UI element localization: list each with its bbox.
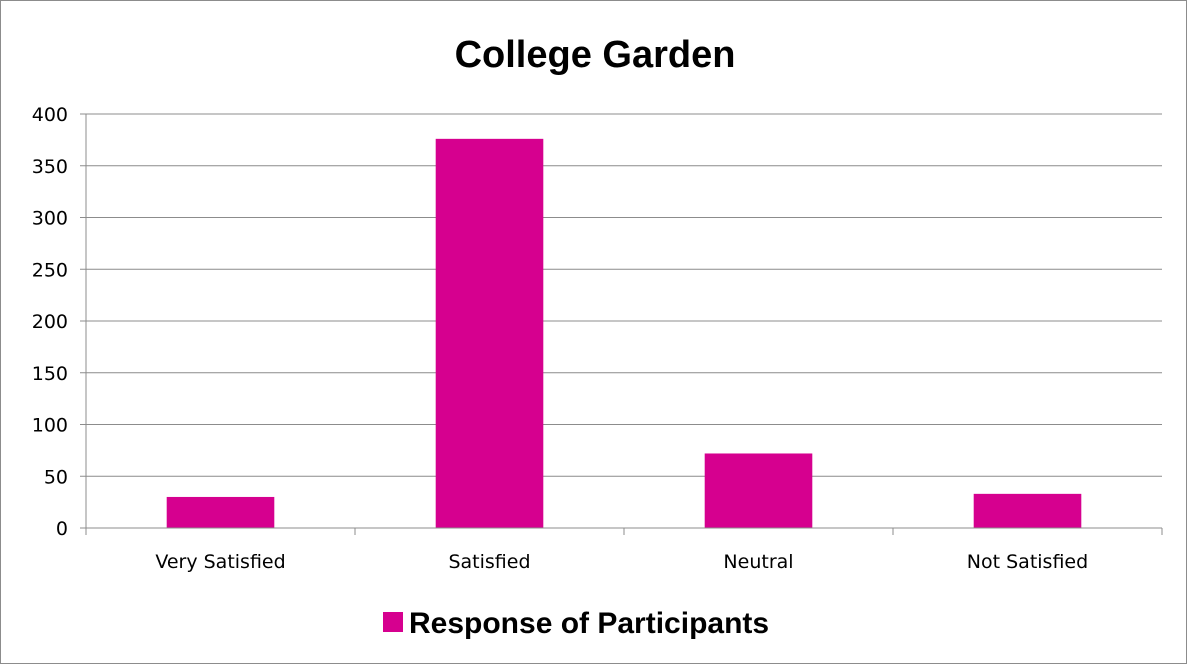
y-tick-label-350: 350 <box>32 156 68 178</box>
x-category-label-not-satisfied: Not Satisfied <box>967 551 1088 573</box>
y-tick-label-200: 200 <box>32 311 68 333</box>
y-tick-labels: 0 50 100 150 200 250 300 350 400 <box>32 104 68 540</box>
y-tick-label-250: 250 <box>32 259 68 281</box>
x-category-label-very-satisfied: Very Satisfied <box>155 551 285 573</box>
y-tick-label-50: 50 <box>44 466 68 488</box>
y-tick-label-400: 400 <box>32 104 68 126</box>
legend-swatch <box>383 612 403 632</box>
bar-satisfied <box>435 138 544 528</box>
legend: Response of Participants <box>383 607 769 640</box>
legend-label-response-of-participants: Response of Participants <box>409 607 769 640</box>
bar-neutral <box>704 453 813 528</box>
y-tick-label-150: 150 <box>32 363 68 385</box>
y-tick-label-0: 0 <box>56 518 68 540</box>
y-tick-label-100: 100 <box>32 415 68 437</box>
chart-title: College Garden <box>455 34 736 76</box>
x-category-labels: Very Satisfied Satisfied Neutral Not Satisf… <box>155 551 1088 573</box>
axes <box>80 113 1163 535</box>
x-category-label-satisfied: Satisfied <box>448 551 530 573</box>
bar-very-satisfied <box>166 496 275 528</box>
x-category-label-neutral: Neutral <box>723 551 793 573</box>
bars <box>166 138 1082 528</box>
y-tick-label-300: 300 <box>32 208 68 230</box>
gridlines <box>86 113 1162 477</box>
bar-not-satisfied <box>973 493 1082 528</box>
